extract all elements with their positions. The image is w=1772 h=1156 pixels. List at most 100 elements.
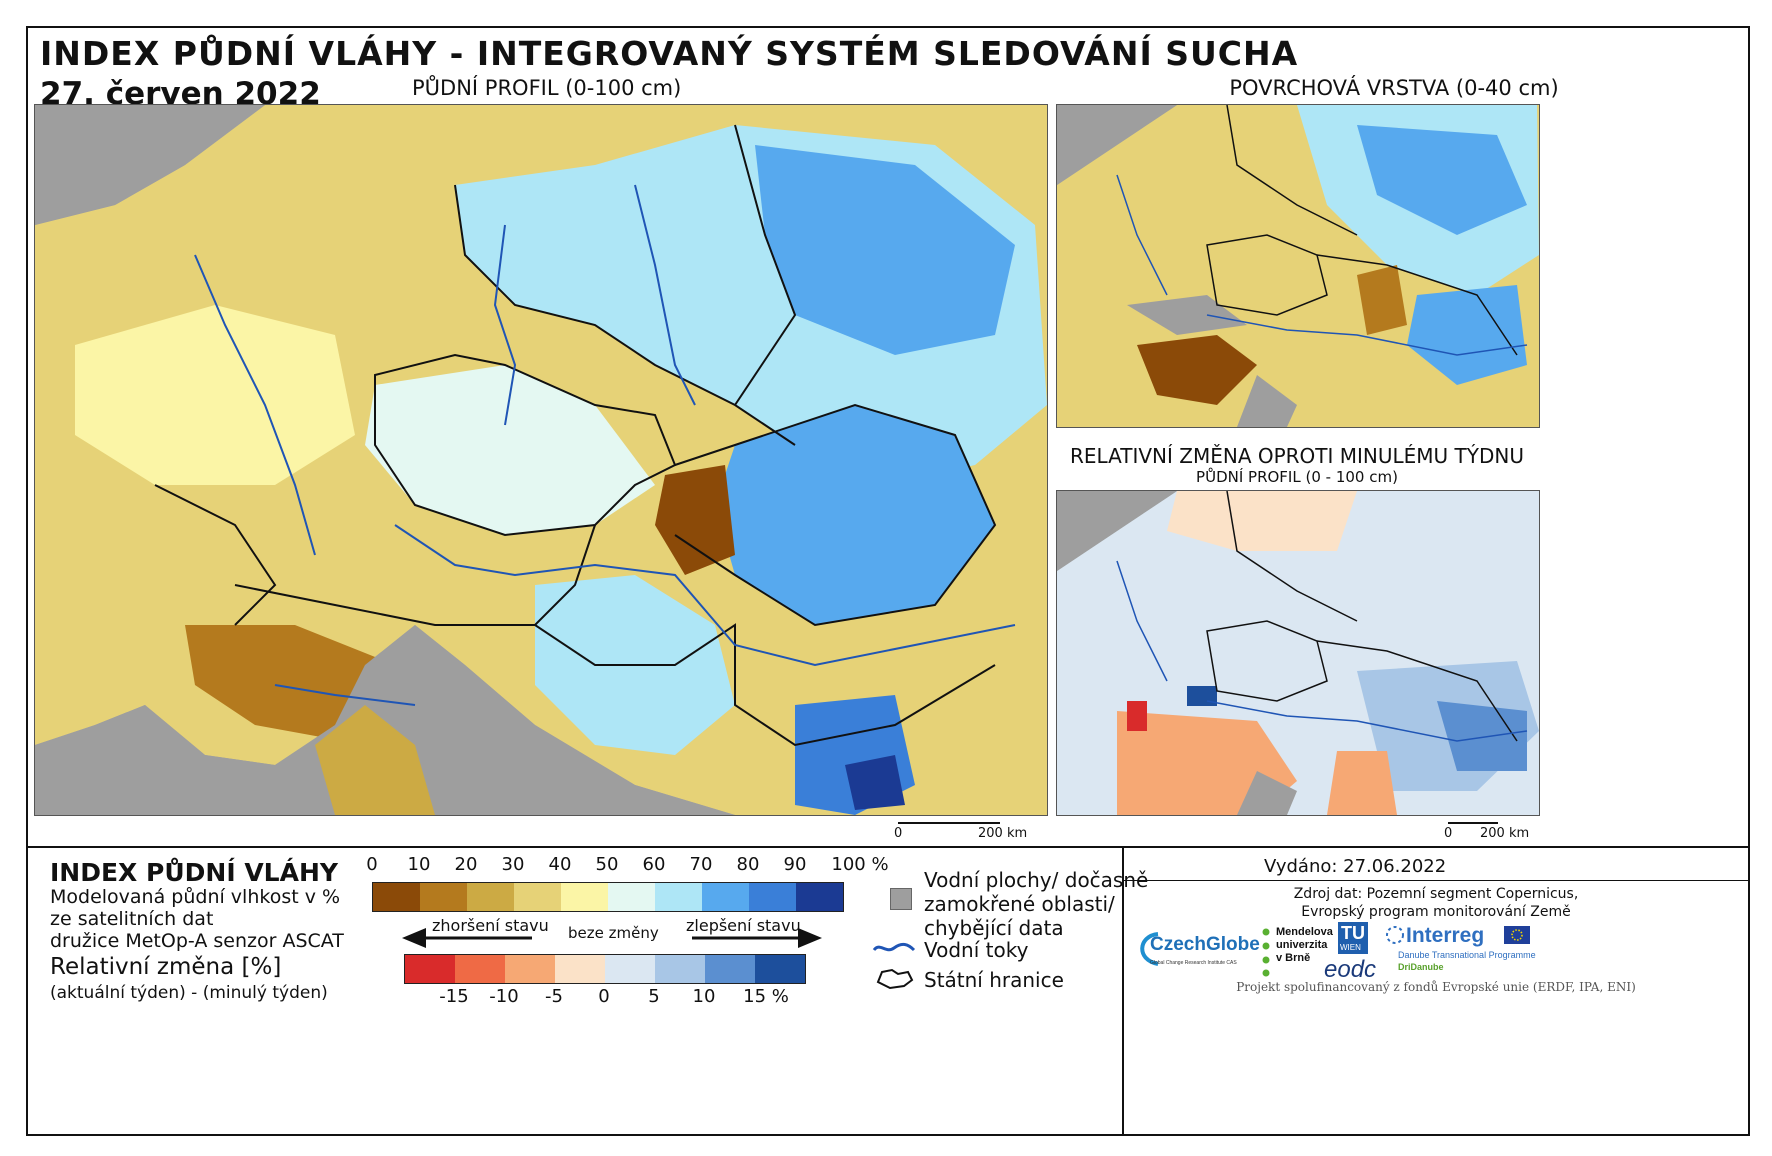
- main-scale-distance: 200 km: [978, 826, 1028, 841]
- legend-title: INDEX PŮDNÍ VLÁHY: [50, 858, 338, 887]
- change-color-swatch: [405, 955, 455, 983]
- czechglobe-arc-icon: [1140, 932, 1159, 966]
- change-color-bar: [404, 954, 806, 984]
- change-color-swatch: [555, 955, 605, 983]
- change-scale-bar: [1448, 822, 1498, 824]
- czechglobe-wordmark: CzechGlobe: [1150, 934, 1260, 955]
- index-color-swatch: [373, 883, 420, 911]
- czechglobe-logo: CzechGlobe Global Change Research Instit…: [1132, 928, 1260, 972]
- index-color-swatch: [655, 883, 702, 911]
- index-tick-label: 40: [548, 854, 572, 875]
- index-color-swatch: [796, 883, 843, 911]
- interreg-logo: Interreg Danube Transnational Programme …: [1384, 922, 1536, 978]
- change-tick-label: -10: [489, 986, 519, 1007]
- index-color-bar: [372, 882, 844, 912]
- index-color-swatch: [420, 883, 467, 911]
- interreg-wordmark: Interreg: [1406, 924, 1485, 947]
- index-tick-label: 100 %: [831, 854, 889, 875]
- mendel-line-3: v Brně: [1276, 952, 1311, 964]
- index-tick-label: 50: [595, 854, 619, 875]
- index-color-swatch: [702, 883, 749, 911]
- mendel-line-1: Mendelova: [1276, 926, 1333, 938]
- footer-divider: [1122, 848, 1124, 1134]
- mendel-line-2: univerzita: [1276, 939, 1328, 951]
- dridanube-label: DriDanube: [1398, 962, 1444, 972]
- change-scale-zero: 0: [1444, 826, 1453, 841]
- figure-title: INDEX PŮDNÍ VLÁHY - INTEGROVANÝ SYSTÉM S…: [40, 34, 1299, 73]
- index-tick-label: 0: [366, 854, 378, 875]
- issued-divider: [1124, 880, 1748, 881]
- index-color-swatch: [467, 883, 514, 911]
- water-area-swatch: [890, 888, 912, 910]
- borders-key-label: Státní hranice: [924, 968, 1064, 992]
- change-color-swatch: [455, 955, 505, 983]
- interreg-star-icon: [1386, 926, 1404, 944]
- change-map-title: RELATIVNÍ ZMĚNA OPROTI MINULÉMU TÝDNU: [1069, 444, 1524, 468]
- index-tick-label: 70: [689, 854, 713, 875]
- legend-divider: [28, 846, 1748, 848]
- index-tick-label: 80: [736, 854, 760, 875]
- change-tick-label: -5: [545, 986, 563, 1007]
- mendel-dots-icon: [1262, 928, 1270, 977]
- tu-wordmark: TU: [1341, 923, 1365, 943]
- change-color-swatch: [705, 955, 755, 983]
- tu-wien-subtitle: WIEN: [1340, 943, 1361, 952]
- main-map-graphic: [35, 105, 1047, 815]
- funding-note: Projekt spolufinancovaný z fondů Evropsk…: [1236, 980, 1636, 994]
- index-tick-label: 60: [642, 854, 666, 875]
- figure-frame: INDEX PŮDNÍ VLÁHY - INTEGROVANÝ SYSTÉM S…: [26, 26, 1750, 1136]
- issued-date: Vydáno: 27.06.2022: [1264, 856, 1447, 877]
- eodc-logo: eodc: [1324, 956, 1377, 983]
- change-color-swatch: [505, 955, 555, 983]
- change-map-subtitle: PŮDNÍ PROFIL (0 - 100 cm): [1196, 468, 1398, 486]
- index-tick-label: 10: [407, 854, 431, 875]
- legend-desc-2: ze satelitních dat: [50, 908, 214, 930]
- surface-soil-moisture-map: [1056, 104, 1540, 428]
- czechglobe-subtitle: Global Change Research Institute CAS: [1150, 960, 1237, 966]
- change-color-swatch: [605, 955, 655, 983]
- index-tick-label: 20: [454, 854, 478, 875]
- surface-map-graphic: [1057, 105, 1539, 427]
- relative-change-map: [1056, 490, 1540, 816]
- change-direction-arrows: [402, 928, 822, 948]
- index-color-swatch: [561, 883, 608, 911]
- change-tick-label: 0: [598, 986, 610, 1007]
- legend-desc-3: družice MetOp-A senzor ASCAT: [50, 930, 344, 952]
- change-map-graphic: [1057, 491, 1539, 815]
- change-scale-distance: 200 km: [1480, 826, 1530, 841]
- source-line-1: Zdroj dat: Pozemní segment Copernicus,: [1293, 886, 1579, 902]
- rivers-key-label: Vodní toky: [924, 938, 1029, 962]
- main-soil-moisture-map: [34, 104, 1048, 816]
- main-scale-bar: [898, 822, 1000, 824]
- water-key-line-1: Vodní plochy/ dočasně: [924, 868, 1149, 892]
- change-legend-title: Relativní změna [%]: [50, 954, 282, 980]
- better-label: zlepšení stavu: [686, 916, 801, 935]
- change-color-swatch: [655, 955, 705, 983]
- interreg-subtitle: Danube Transnational Programme: [1398, 950, 1536, 960]
- worse-label: zhoršení stavu: [432, 916, 549, 935]
- river-line-icon: [872, 942, 916, 952]
- index-tick-label: 90: [783, 854, 807, 875]
- tu-wien-logo: TU WIEN: [1338, 922, 1368, 954]
- index-color-swatch: [514, 883, 561, 911]
- change-tick-label: 15 %: [743, 986, 789, 1007]
- change-tick-label: 5: [648, 986, 660, 1007]
- change-color-swatch: [755, 955, 805, 983]
- neutral-label: beze změny: [568, 924, 659, 942]
- main-map-label: PŮDNÍ PROFIL (0-100 cm): [412, 76, 682, 100]
- surface-map-label: POVRCHOVÁ VRSTVA (0-40 cm): [1229, 76, 1559, 100]
- water-key-line-3: chybějící data: [924, 916, 1064, 940]
- change-tick-label: -15: [439, 986, 469, 1007]
- mendel-logo: Mendelova univerzita v Brně: [1260, 926, 1340, 978]
- main-scale-zero: 0: [894, 826, 903, 841]
- change-legend-desc: (aktuální týden) - (minulý týden): [50, 983, 328, 1003]
- border-outline-icon: [876, 968, 914, 990]
- water-key-line-2: zamokřené oblasti/: [924, 892, 1115, 916]
- eu-flag-icon: [1504, 926, 1530, 944]
- change-tick-label: 10: [692, 986, 716, 1007]
- index-color-swatch: [749, 883, 796, 911]
- source-line-2: Evropský program monitorování Země: [1301, 904, 1571, 920]
- legend-desc-1: Modelovaná půdní vlhkost v %: [50, 886, 341, 908]
- index-tick-label: 30: [501, 854, 525, 875]
- index-color-swatch: [608, 883, 655, 911]
